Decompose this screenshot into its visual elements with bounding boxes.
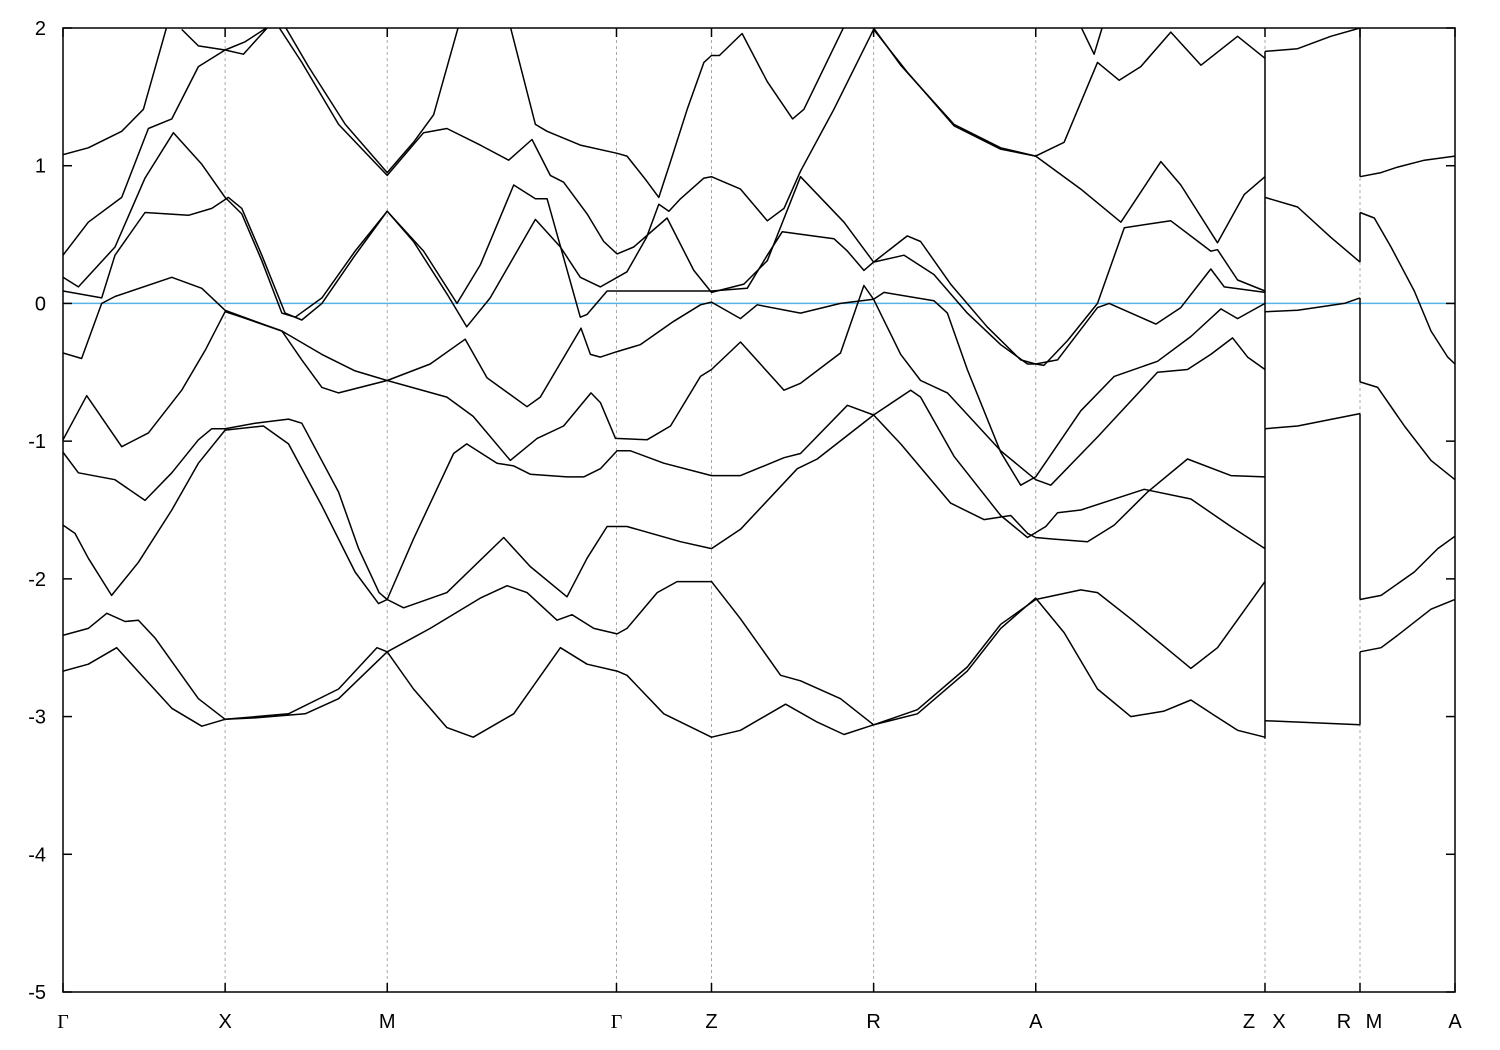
y-tick-label: -1	[28, 431, 46, 453]
band-line	[1359, 598, 1455, 653]
band-line	[1359, 211, 1455, 365]
x-tick-label: Z	[1243, 1011, 1255, 1033]
band-line	[1359, 155, 1455, 178]
band-line	[278, 28, 1266, 367]
band-line	[1359, 381, 1455, 481]
x-tick-label: A	[1029, 1011, 1043, 1033]
band-line	[1359, 535, 1455, 601]
band-line	[63, 284, 1266, 486]
x-tick-label: X	[1272, 1011, 1285, 1033]
x-tick-label: M	[1366, 1011, 1383, 1033]
x-tick-label: A	[1448, 1011, 1462, 1033]
y-tick-label: 0	[35, 293, 46, 315]
x-tick-label: M	[379, 1011, 396, 1033]
band-line	[63, 28, 268, 256]
band-line	[63, 29, 875, 328]
band-line	[509, 28, 845, 199]
y-tick-label: -5	[28, 982, 46, 1004]
band-line	[63, 580, 1266, 726]
band-line	[1264, 412, 1361, 430]
y-tick-label: -2	[28, 569, 46, 591]
x-tick-label: Z	[705, 1011, 717, 1033]
band-line	[285, 28, 459, 174]
x-tick-label: X	[218, 1011, 231, 1033]
band-line	[1264, 196, 1361, 263]
y-tick-label: -3	[28, 707, 46, 729]
band-line	[181, 28, 269, 55]
axis-ticks	[62, 27, 1456, 993]
bands	[63, 28, 1455, 739]
band-line	[872, 28, 1266, 157]
plot-frame	[62, 27, 1456, 993]
x-tick-label: R	[866, 1011, 880, 1033]
y-tick-label: 2	[35, 18, 46, 40]
band-line	[63, 28, 168, 156]
band-line	[63, 389, 1266, 609]
y-tick-label: -4	[28, 844, 46, 866]
band-line	[63, 597, 1266, 738]
y-tick-labels: 2 1 0 -1 -2 -3 -4 -5	[28, 18, 46, 1004]
band-line	[63, 404, 1266, 605]
band-line	[1264, 719, 1361, 726]
band-line	[63, 131, 1266, 365]
band-line	[1080, 28, 1103, 55]
y-tick-label: 1	[35, 156, 46, 178]
x-tick-label: R	[1337, 1011, 1351, 1033]
band-line	[1264, 297, 1361, 313]
band-line	[63, 276, 1266, 486]
x-tick-label: Γ	[611, 1011, 623, 1033]
band-line	[1264, 28, 1361, 53]
x-tick-label: Γ	[57, 1011, 69, 1033]
grid-lines	[224, 28, 1361, 992]
